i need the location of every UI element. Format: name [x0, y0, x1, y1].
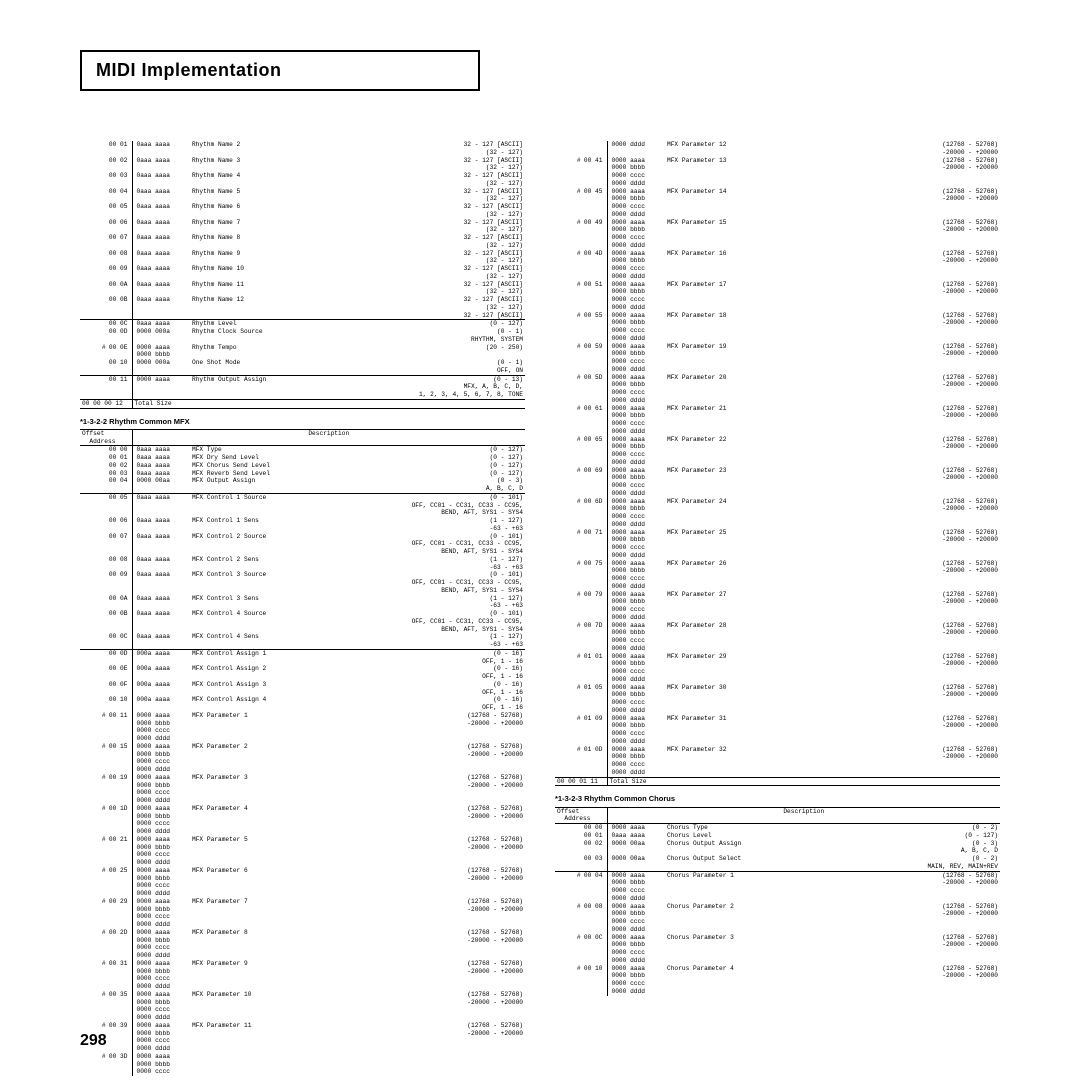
section-1-3-2-2: *1-3-2-2 Rhythm Common MFX	[80, 417, 525, 426]
rhythm-name-table: 00 01 0aaa aaaa Rhythm Name 2 32 - 127 […	[80, 141, 525, 409]
section-1-3-2-3: *1-3-2-3 Rhythm Common Chorus	[555, 794, 1000, 803]
header-box: MIDI Implementation	[80, 50, 480, 91]
page-title: MIDI Implementation	[96, 60, 464, 81]
mfx-table-right: 0000 dddd MFX Parameter 12 (12768 - 5276…	[555, 141, 1000, 786]
chorus-table: Offset AddressDescription 00 00 0000 aaa…	[555, 807, 1000, 996]
mfx-table-left: Offset AddressDescription 00 00 0aaa aaa…	[80, 429, 525, 1076]
left-column: 00 01 0aaa aaaa Rhythm Name 2 32 - 127 […	[80, 141, 525, 1082]
page-number: 298	[80, 1032, 107, 1050]
right-column: 0000 dddd MFX Parameter 12 (12768 - 5276…	[555, 141, 1000, 1082]
